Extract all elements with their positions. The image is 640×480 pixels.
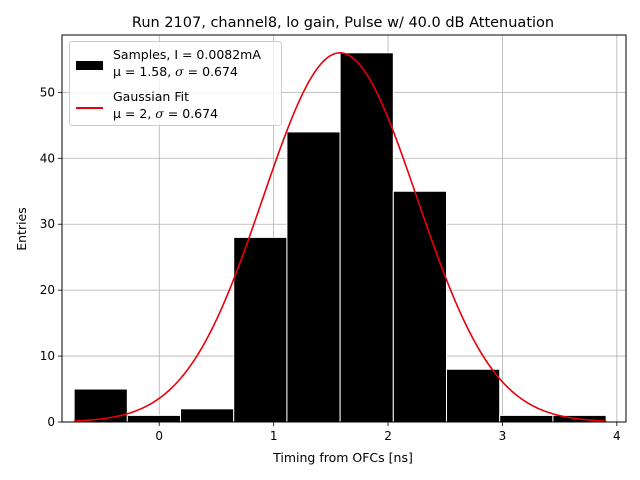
- legend-fit-line1: Gaussian Fit: [113, 89, 189, 104]
- histogram-bar-6: [339, 52, 394, 423]
- legend-fit-line2: μ = 2, σ = 0.674: [113, 106, 219, 121]
- histogram-bars: [73, 52, 607, 423]
- legend-swatch-line: [76, 107, 103, 109]
- y-tick-label-0: 0: [47, 415, 55, 429]
- legend-label-fit: Gaussian Fit μ = 2, σ = 0.674: [113, 88, 218, 122]
- x-axis-label: Timing from OFCs [ns]: [272, 450, 413, 465]
- histogram-bar-2: [126, 414, 182, 423]
- legend-samples-line1: Samples, I = 0.0082mA: [113, 47, 261, 62]
- legend-samples-line2: μ = 1.58, σ = 0.674: [113, 64, 238, 79]
- legend-swatch-bar: [76, 61, 103, 70]
- gaussian-fit-curve: [74, 51, 607, 422]
- histogram-bar-1: [73, 388, 128, 423]
- y-tick-label-30: 30: [40, 217, 55, 231]
- y-axis-label: Entries: [14, 207, 29, 251]
- histogram-bar-3: [180, 408, 235, 423]
- legend-label-samples: Samples, I = 0.0082mA μ = 1.58, σ = 0.67…: [113, 46, 261, 80]
- x-tick-label-2: 2: [384, 429, 392, 443]
- y-tick-label-20: 20: [40, 283, 55, 297]
- y-tick-label-10: 10: [40, 349, 55, 363]
- histogram-bar-7: [392, 190, 448, 423]
- histogram-bar-5: [286, 131, 341, 423]
- histogram-bar-8: [446, 368, 501, 423]
- y-tick-label-50: 50: [40, 85, 55, 99]
- gaussian-fit: [74, 51, 607, 422]
- histogram-bar-9: [499, 414, 554, 423]
- x-tick-label-4: 4: [613, 429, 621, 443]
- legend: Samples, I = 0.0082mA μ = 1.58, σ = 0.67…: [69, 41, 282, 126]
- y-tick-label-40: 40: [40, 151, 55, 165]
- x-tick-label-1: 1: [270, 429, 278, 443]
- plot-frame: [61, 34, 627, 423]
- x-tick-label-0: 0: [155, 429, 163, 443]
- legend-entry-fit: Gaussian Fit μ = 2, σ = 0.674: [70, 87, 281, 123]
- x-tick-label-3: 3: [499, 429, 507, 443]
- legend-entry-samples: Samples, I = 0.0082mA μ = 1.58, σ = 0.67…: [70, 45, 281, 81]
- chart-title: Run 2107, channel8, lo gain, Pulse w/ 40…: [132, 15, 554, 31]
- histogram-bar-4: [233, 236, 288, 423]
